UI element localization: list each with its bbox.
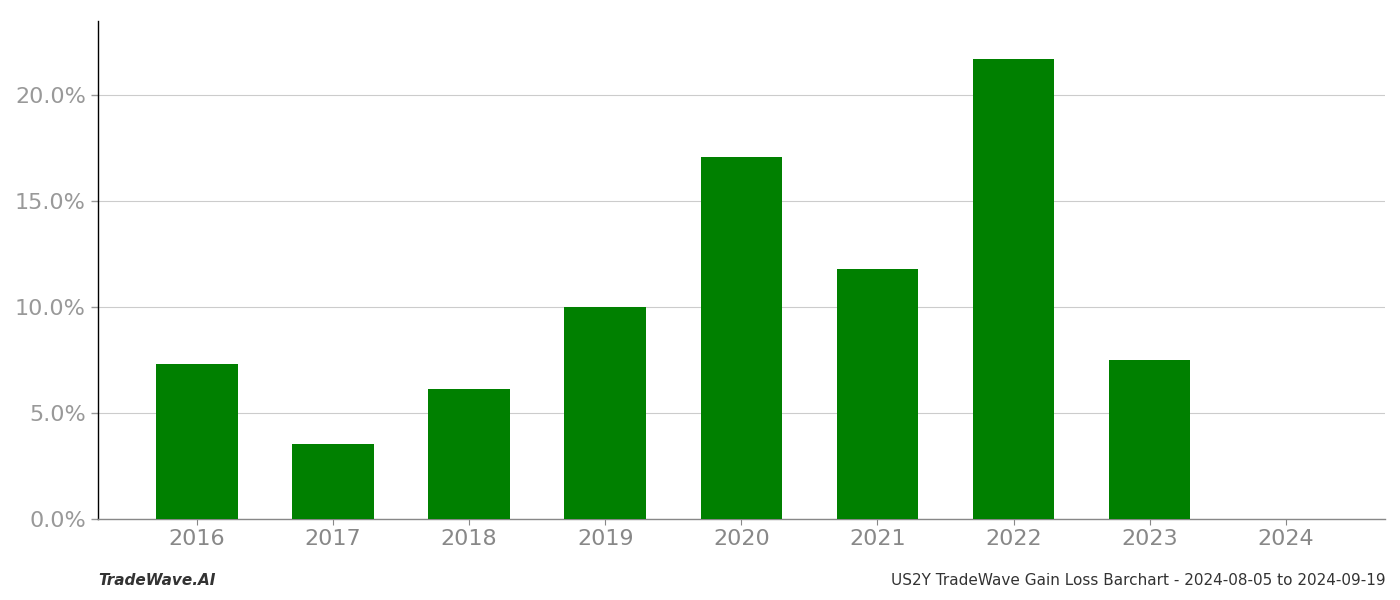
Text: TradeWave.AI: TradeWave.AI	[98, 573, 216, 588]
Bar	[1109, 360, 1190, 518]
Bar	[837, 269, 918, 518]
Bar	[700, 157, 783, 518]
Bar	[157, 364, 238, 518]
Bar	[428, 389, 510, 518]
Bar	[973, 59, 1054, 518]
Bar	[564, 307, 645, 518]
Bar	[293, 445, 374, 518]
Text: US2Y TradeWave Gain Loss Barchart - 2024-08-05 to 2024-09-19: US2Y TradeWave Gain Loss Barchart - 2024…	[892, 573, 1386, 588]
